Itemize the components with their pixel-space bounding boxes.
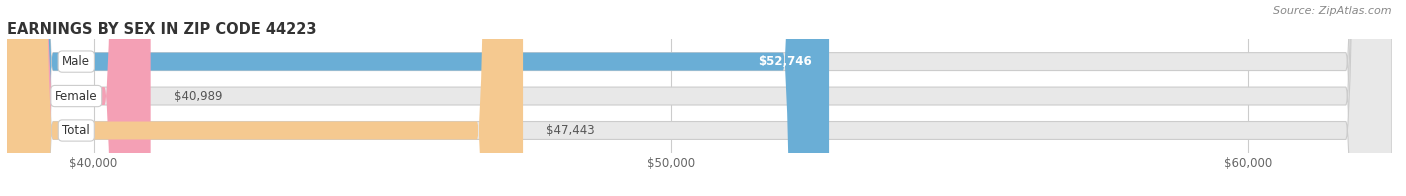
Text: $40,989: $40,989 (174, 90, 222, 103)
Text: Male: Male (62, 55, 90, 68)
Text: Total: Total (62, 124, 90, 137)
FancyBboxPatch shape (7, 0, 1392, 196)
Text: Source: ZipAtlas.com: Source: ZipAtlas.com (1274, 6, 1392, 16)
Text: $47,443: $47,443 (546, 124, 595, 137)
FancyBboxPatch shape (7, 0, 150, 196)
FancyBboxPatch shape (7, 0, 1392, 196)
FancyBboxPatch shape (7, 0, 830, 196)
FancyBboxPatch shape (7, 0, 1392, 196)
Text: EARNINGS BY SEX IN ZIP CODE 44223: EARNINGS BY SEX IN ZIP CODE 44223 (7, 22, 316, 37)
Text: $52,746: $52,746 (758, 55, 811, 68)
Text: Female: Female (55, 90, 97, 103)
FancyBboxPatch shape (7, 0, 523, 196)
